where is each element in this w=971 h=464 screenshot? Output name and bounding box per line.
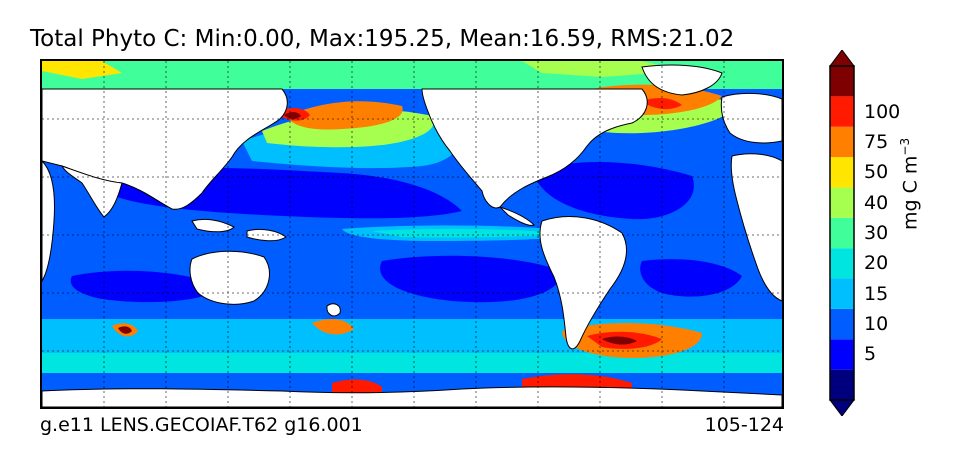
nz-hotspot bbox=[312, 319, 354, 335]
colorbar-segment bbox=[830, 217, 854, 249]
south-atlantic-gyre bbox=[640, 259, 742, 297]
map-title: Total Phyto C: Min:0.00, Max:195.25, Mea… bbox=[30, 26, 735, 52]
patagonia-dark bbox=[602, 336, 637, 345]
colorbar-segment bbox=[830, 66, 854, 97]
land-new-zealand bbox=[326, 303, 341, 317]
north-atlantic-gyre bbox=[532, 161, 694, 220]
colorbar-extend-high bbox=[829, 50, 855, 67]
colorbar-tick-label: 40 bbox=[864, 191, 889, 214]
colorbar-tick-label: 20 bbox=[864, 252, 889, 275]
colorbar-tick-label: 5 bbox=[864, 343, 877, 366]
colorbar-segment bbox=[830, 126, 854, 158]
year-range-label: 105-124 bbox=[704, 414, 784, 436]
colorbar-segment bbox=[830, 248, 854, 279]
land-central-america bbox=[499, 206, 535, 226]
equatorial-band-inner bbox=[372, 228, 562, 238]
colorbar-units-label: mg C m−3 bbox=[898, 137, 922, 230]
land-africa-west bbox=[730, 153, 782, 302]
north-pacific-dark bbox=[284, 112, 301, 119]
colorbar-tick-label: 75 bbox=[864, 130, 889, 153]
colorbar-segment bbox=[830, 339, 854, 370]
colorbar bbox=[829, 50, 855, 416]
land-antarctica bbox=[42, 386, 782, 407]
colorbar-segment bbox=[830, 278, 854, 309]
land-australia bbox=[189, 250, 270, 305]
colorbar-segment bbox=[830, 187, 854, 218]
north-atlantic-red bbox=[642, 97, 682, 110]
land-europe bbox=[720, 92, 782, 144]
colorbar-tick-label: 30 bbox=[864, 222, 889, 244]
indian-ocean-gyre bbox=[70, 270, 222, 303]
phytoplankton-map bbox=[40, 59, 784, 409]
land-indonesia bbox=[191, 218, 235, 233]
colorbar-segment bbox=[830, 157, 854, 188]
colorbar-tick-label: 100 bbox=[864, 100, 901, 123]
southern-ocean-green bbox=[42, 353, 782, 373]
run-id-label: g.e11 LENS.GECOIAF.T62 g16.001 bbox=[40, 414, 363, 436]
land-new-guinea bbox=[246, 228, 287, 242]
colorbar-segment bbox=[830, 308, 854, 340]
colorbar-tick-label: 10 bbox=[864, 313, 889, 336]
colorbar-extend-low bbox=[829, 399, 855, 416]
arctic-yellow-2 bbox=[522, 61, 682, 77]
land-africa-east bbox=[42, 160, 55, 282]
south-pacific-gyre bbox=[380, 255, 562, 303]
colorbar-segment bbox=[830, 369, 854, 400]
north-pacific-orange bbox=[287, 101, 403, 130]
colorbar-tick-label: 50 bbox=[864, 161, 889, 184]
south-africa-red bbox=[118, 326, 132, 334]
colorbar-segment bbox=[830, 96, 854, 127]
land-south-america bbox=[539, 216, 627, 350]
arctic-yellow bbox=[42, 61, 122, 79]
colorbar-tick-label: 15 bbox=[864, 282, 889, 305]
